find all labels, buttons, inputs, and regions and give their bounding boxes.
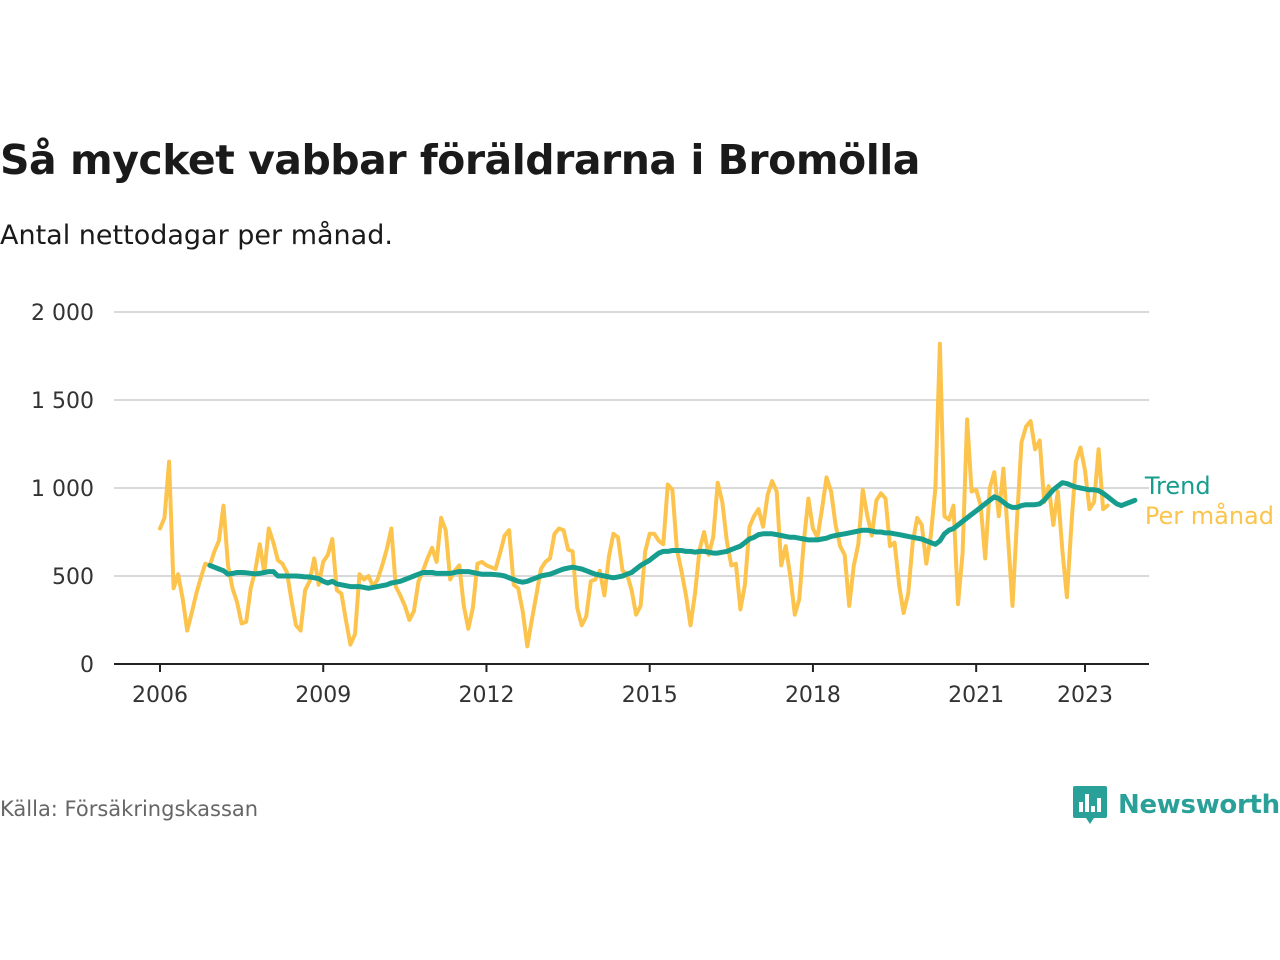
x-axis-tick-labels: 2006 2009 2012 2015 2018 2021 2023 [132, 664, 1113, 708]
y-tick-label: 500 [52, 565, 94, 590]
chart-title: Så mycket vabbar föräldrarna i Bromölla [0, 136, 920, 184]
x-tick-label: 2012 [458, 683, 514, 708]
brand-name: Newsworthy [1118, 790, 1280, 820]
y-tick-label: 2 000 [31, 301, 94, 326]
newsworthy-logo: Newsworthy [1072, 784, 1280, 826]
grid-lines [114, 311, 1149, 665]
x-tick-label: 2018 [785, 683, 841, 708]
legend-label-trend: Trend [1144, 472, 1211, 500]
x-tick-label: 2023 [1057, 683, 1113, 708]
y-axis-tick-labels: 0 500 1 000 1 500 2 000 [31, 301, 94, 678]
y-tick-label: 1 500 [31, 389, 94, 414]
y-tick-label: 1 000 [31, 477, 94, 502]
x-tick-label: 2015 [622, 683, 678, 708]
chart-subtitle: Antal nettodagar per månad. [0, 220, 393, 251]
x-tick-label: 2006 [132, 683, 188, 708]
source-note: Källa: Försäkringskassan [0, 797, 259, 821]
newsworthy-chart-bubble-icon [1073, 786, 1107, 824]
monthly-series-line [158, 341, 1110, 649]
x-tick-label: 2009 [295, 683, 351, 708]
y-tick-label: 0 [80, 653, 94, 678]
line-chart: 0 500 1 000 1 500 2 000 2006 2009 2012 2015 2018… [31, 301, 1274, 708]
x-tick-label: 2021 [948, 683, 1004, 708]
trend-series-line [207, 480, 1138, 591]
series-lines [158, 341, 1138, 649]
legend-label-monthly: Per månad [1145, 501, 1274, 530]
